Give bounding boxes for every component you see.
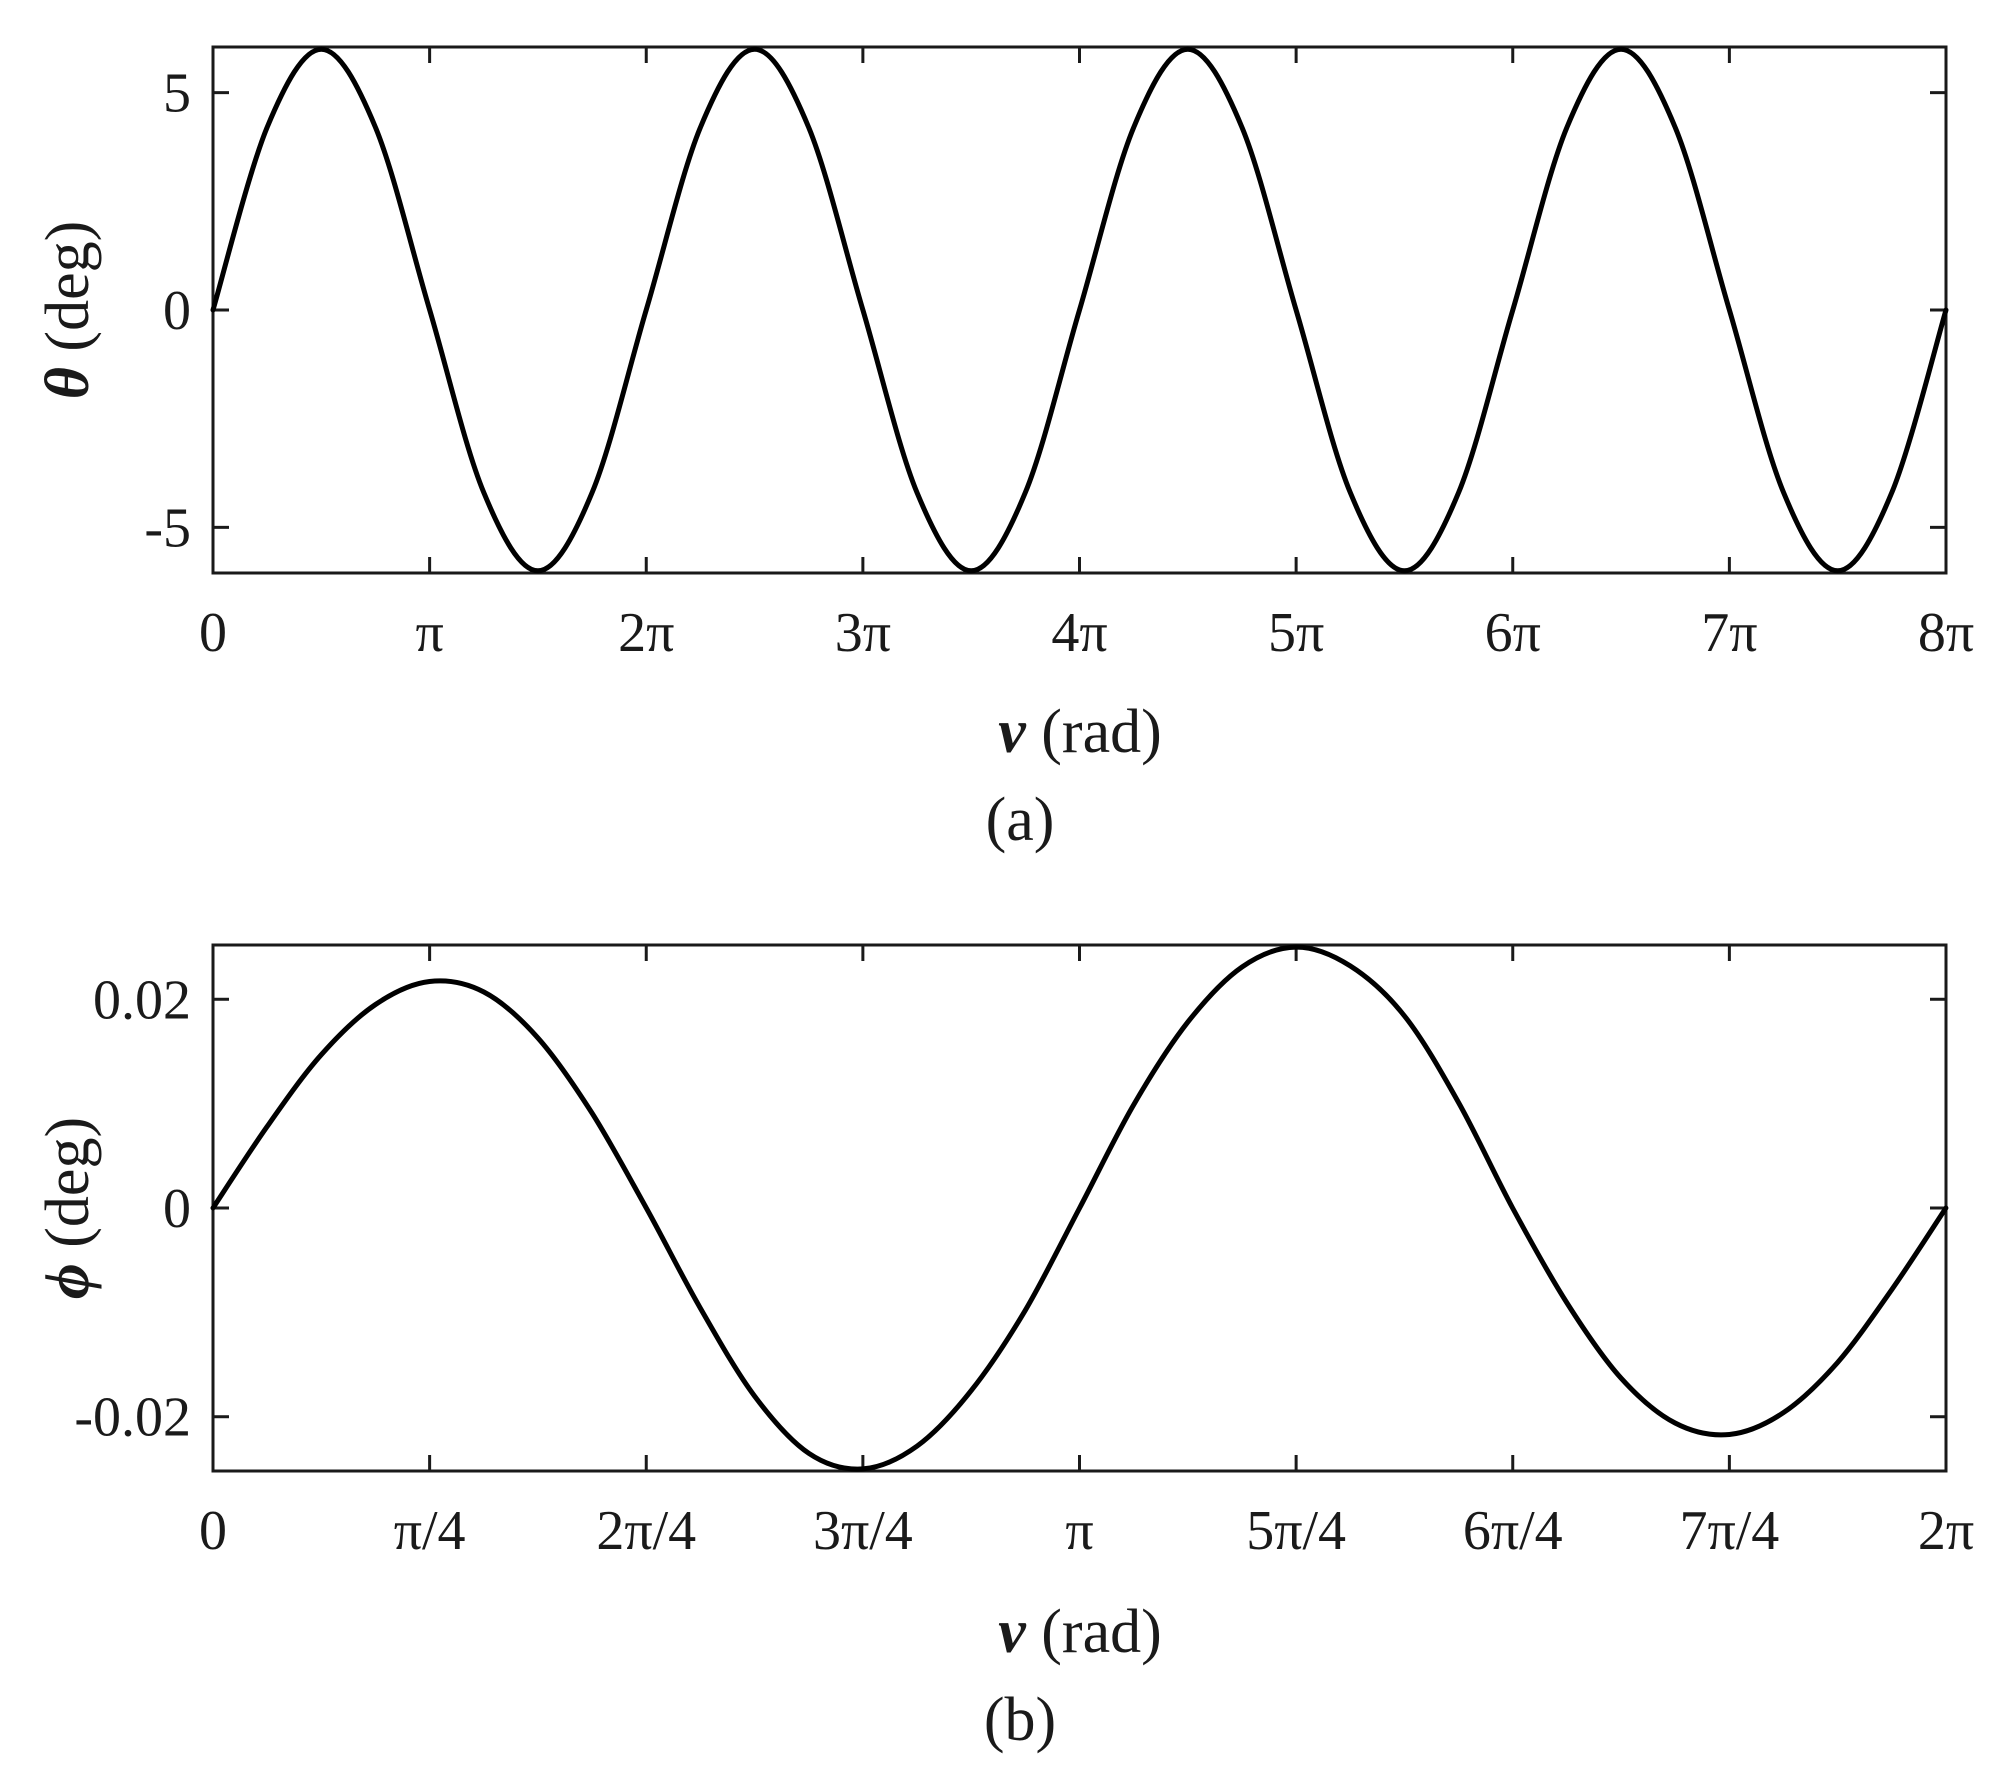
y-tick-label-b-0: -0.02	[74, 1387, 191, 1449]
x-axis-symbol-b: ν	[998, 1598, 1027, 1666]
panel-a: 0 π 2π 3π 4π 5π 6π 7π 8π -505 ν (rad) θ (deg) (a…	[34, 45, 1974, 854]
x-tick-label-b-7: 7π/4	[1679, 1500, 1779, 1562]
x-tick-label-a-6: 6π	[1485, 602, 1541, 664]
x-tick-label-a-0: 0	[199, 602, 227, 664]
x-tick-label-b-8: 2π	[1918, 1500, 1974, 1562]
x-ticks-b: 0 π/4 2π/4 3π/4 π 5π/4 6π/4 7π/4 2π	[199, 945, 1974, 1562]
y-tick-label-a-0: -5	[144, 497, 191, 559]
series-line-phi	[210, 944, 1949, 1472]
x-tick-label-a-8: 8π	[1918, 602, 1974, 664]
y-axis-label-a: θ (deg)	[34, 221, 102, 400]
y-axis-unit-a: (deg)	[34, 221, 102, 367]
x-ticks-a: 0 π 2π 3π 4π 5π 6π 7π 8π	[199, 47, 1974, 664]
x-axis-label-b: ν (rad)	[998, 1598, 1162, 1666]
series-line-theta	[210, 46, 1949, 574]
y-tick-label-b-2: 0.02	[93, 969, 191, 1031]
y-tick-label-a-1: 0	[163, 280, 191, 342]
x-tick-label-a-3: 3π	[835, 602, 891, 664]
x-tick-label-a-2: 2π	[618, 602, 674, 664]
x-axis-unit-b: (rad)	[1026, 1598, 1162, 1666]
caption-b: (b)	[984, 1686, 1056, 1754]
y-axis-symbol-b: ϕ	[34, 1263, 102, 1299]
x-tick-label-b-1: π/4	[394, 1500, 466, 1562]
x-tick-label-b-5: 5π/4	[1246, 1500, 1346, 1562]
x-tick-label-b-2: 2π/4	[596, 1500, 696, 1562]
x-axis-unit-a: (rad)	[1026, 698, 1162, 766]
caption-a: (a)	[986, 786, 1055, 854]
x-tick-label-b-4: π	[1065, 1500, 1093, 1562]
x-tick-label-b-0: 0	[199, 1500, 227, 1562]
x-tick-label-b-6: 6π/4	[1463, 1500, 1563, 1562]
x-tick-label-a-1: π	[415, 602, 443, 664]
y-axis-unit-b: (deg)	[34, 1117, 102, 1263]
x-tick-label-a-7: 7π	[1701, 602, 1757, 664]
x-tick-label-b-3: 3π/4	[813, 1500, 913, 1562]
y-ticks-b: -0.02 0 0.02	[74, 969, 1946, 1449]
x-tick-label-a-5: 5π	[1268, 602, 1324, 664]
x-axis-label-a: ν (rad)	[998, 698, 1162, 766]
y-axis-symbol-a: θ	[34, 367, 102, 399]
x-tick-label-a-4: 4π	[1051, 602, 1107, 664]
y-ticks-a: -5 0 5	[144, 63, 1946, 559]
y-tick-label-b-1: 0	[163, 1178, 191, 1240]
x-axis-symbol-a: ν	[998, 698, 1027, 766]
y-tick-label-a-2: 5	[163, 63, 191, 125]
y-axis-label-b: ϕ (deg)	[34, 1117, 102, 1299]
